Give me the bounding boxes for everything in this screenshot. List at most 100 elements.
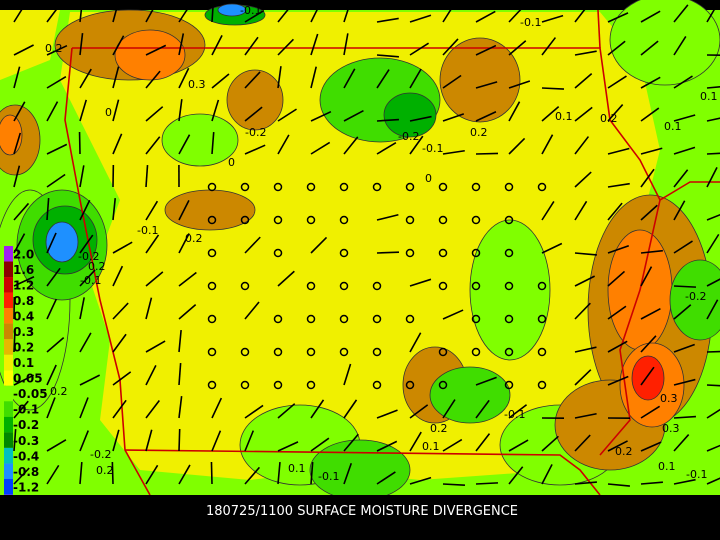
wind-barb	[508, 101, 521, 122]
wind-barb	[475, 482, 499, 485]
calm-wind	[339, 248, 349, 258]
wind-barb	[706, 233, 720, 254]
wind-barb	[541, 87, 565, 90]
wind-barb	[244, 106, 263, 122]
contour-region	[45, 221, 79, 263]
contour-label: -0.2	[398, 130, 419, 143]
wind-barb	[442, 149, 465, 155]
wind-barb	[46, 44, 68, 56]
contour-label: -0.2	[245, 126, 266, 139]
wind-barb	[706, 278, 720, 287]
wind-barb	[442, 438, 463, 452]
wind-barb	[475, 152, 499, 155]
wind-barb	[706, 2, 719, 23]
wind-barb	[640, 168, 655, 188]
wind-barb	[475, 111, 497, 122]
wind-barb	[46, 198, 50, 221]
colorbar-label: -0.1	[13, 403, 39, 417]
contour-region	[161, 113, 239, 167]
wind-barb	[343, 0, 352, 23]
wind-barb	[13, 429, 17, 452]
contour-region	[0, 114, 23, 156]
wind-barb	[673, 304, 692, 320]
calm-wind	[240, 281, 250, 291]
calm-wind	[438, 248, 448, 258]
calm-wind	[405, 380, 415, 390]
wind-barb	[409, 115, 432, 122]
contour-label: 0.3	[188, 78, 206, 91]
wind-barb	[343, 462, 353, 485]
wind-barb	[376, 118, 400, 122]
wind-barb	[607, 40, 626, 56]
wind-barb	[211, 35, 223, 56]
wind-barb	[574, 252, 597, 256]
contour-region	[439, 37, 521, 123]
wind-barb	[508, 439, 529, 452]
wind-barb	[111, 461, 114, 485]
wind-barb	[145, 464, 159, 485]
colorbar-swatch	[4, 246, 13, 262]
wind-barb	[79, 99, 88, 122]
wind-barb	[310, 110, 332, 122]
wind-barb	[145, 136, 161, 155]
wind-barb	[607, 305, 627, 320]
calm-wind	[537, 380, 547, 390]
wind-barb	[79, 0, 84, 23]
wind-barb	[706, 408, 720, 419]
contour-label: 0.2	[45, 42, 63, 55]
calm-wind	[339, 215, 349, 225]
wind-barb	[376, 409, 398, 419]
wind-barb	[178, 330, 182, 353]
calm-wind	[504, 215, 514, 225]
wind-barb	[79, 165, 85, 188]
calm-wind	[504, 380, 514, 390]
wind-barb	[112, 66, 120, 89]
wind-barb	[178, 233, 190, 254]
wind-barb	[13, 202, 30, 221]
wind-barb	[409, 14, 432, 23]
wind-barb	[244, 404, 264, 419]
wind-barb	[310, 437, 330, 452]
calm-wind	[306, 215, 316, 225]
wind-barb	[79, 397, 89, 419]
wind-barb	[145, 2, 158, 23]
wind-barb	[46, 298, 58, 320]
calm-wind	[405, 248, 415, 258]
calm-wind	[372, 182, 382, 192]
wind-barb	[343, 109, 364, 122]
calm-wind	[240, 182, 250, 192]
colorbar-label: 1.6	[13, 263, 34, 277]
wind-barb	[673, 4, 689, 23]
wind-barb	[541, 37, 557, 56]
wind-barb	[574, 50, 597, 56]
wind-barb	[442, 309, 464, 320]
wind-barb	[574, 302, 591, 320]
wind-barb	[475, 433, 491, 452]
wind-barb	[145, 297, 153, 320]
wind-barb	[79, 374, 101, 386]
wind-barb	[607, 202, 623, 221]
wind-barb	[673, 285, 697, 288]
colorbar-label: -0.2	[13, 418, 39, 432]
colorbar-label: 1.2	[13, 278, 34, 292]
wind-barb	[310, 1, 322, 23]
contour-label: 0.3	[660, 392, 678, 405]
contour-label: 0	[105, 106, 112, 119]
wind-barb	[640, 249, 663, 254]
wind-barb	[13, 374, 35, 386]
wind-barb	[13, 165, 21, 188]
wind-barb	[211, 0, 215, 23]
wind-barb	[277, 66, 282, 89]
calm-wind	[471, 182, 481, 192]
colorbar-label: 0.4	[13, 310, 34, 324]
wind-barb	[442, 74, 462, 89]
wind-barb	[46, 173, 66, 188]
colorbar-swatch	[4, 463, 13, 479]
wind-barb	[13, 101, 26, 122]
calm-wind	[339, 281, 349, 291]
wind-barb	[244, 36, 259, 56]
wind-barb	[508, 5, 525, 23]
wind-barb	[607, 244, 630, 254]
calm-wind	[240, 347, 250, 357]
contour-region	[226, 69, 284, 131]
